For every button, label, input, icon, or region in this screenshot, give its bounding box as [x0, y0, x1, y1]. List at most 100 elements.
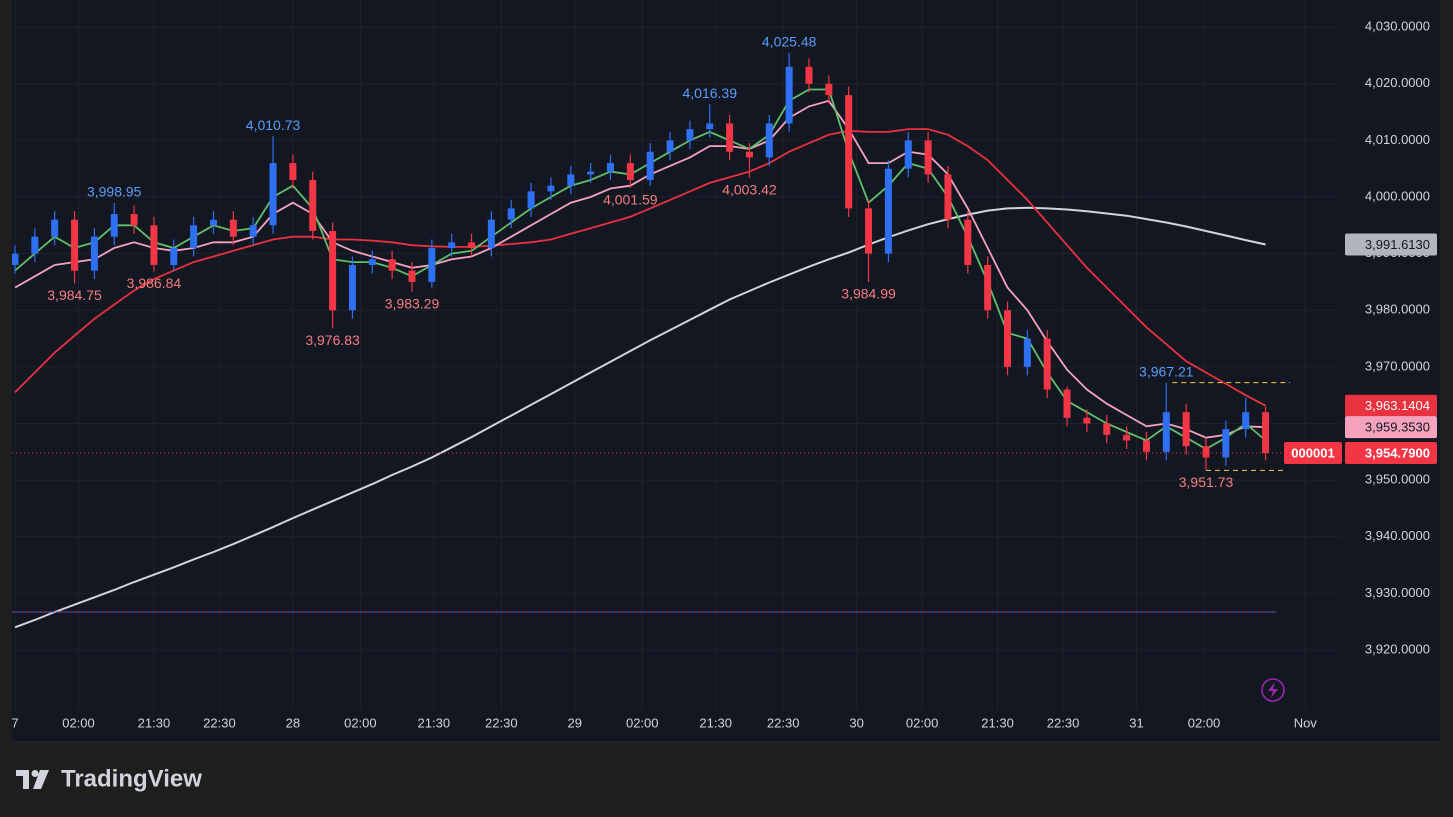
- candle-body: [289, 163, 297, 181]
- candle-body: [428, 247, 436, 282]
- candle-body: [110, 214, 118, 237]
- candle-body: [865, 208, 873, 254]
- candle-body: [1242, 412, 1250, 430]
- candle-body: [527, 191, 535, 209]
- candle-body: [31, 236, 39, 254]
- candle-body: [249, 225, 257, 237]
- candle-body: [924, 140, 932, 175]
- candle-body: [1142, 440, 1150, 452]
- x-tick-label: 02:00: [344, 715, 377, 730]
- x-tick-label: 02:00: [1188, 715, 1221, 730]
- candle-body: [309, 180, 317, 232]
- candle-body: [1202, 446, 1210, 458]
- y-tick-label: 4,000.0000: [1365, 188, 1430, 203]
- candle-body: [726, 123, 734, 152]
- y-tick-label: 3,940.0000: [1365, 528, 1430, 543]
- candle-body: [130, 214, 138, 226]
- indicators: [14, 88, 1267, 629]
- candle-body: [269, 163, 277, 226]
- countdown: 000001: [1291, 445, 1334, 460]
- candle-body: [944, 174, 952, 220]
- low-label: 3,984.99: [841, 286, 896, 302]
- price-badge-label: 3,954.7900: [1365, 445, 1430, 460]
- x-tick-label: 28: [286, 715, 300, 730]
- low-label: 3,983.29: [385, 295, 440, 311]
- price-badge: [1345, 416, 1437, 439]
- candle-body: [904, 140, 912, 169]
- price-badge-label: 3,991.6130: [1365, 237, 1430, 252]
- candle-body: [745, 151, 753, 158]
- x-tick-label: 21:30: [699, 715, 732, 730]
- overlay: 3,998.95 4,010.73 4,016.39 4,025.48 3,967.21…: [12, 33, 1437, 613]
- candle-body: [785, 66, 793, 124]
- x-tick-label: 02:00: [626, 715, 659, 730]
- candle-body: [547, 185, 555, 192]
- y-tick-label: 3,930.0000: [1365, 585, 1430, 600]
- candle-body: [12, 253, 19, 265]
- candle-body: [71, 219, 79, 271]
- y-tick-label: 4,030.0000: [1365, 19, 1430, 34]
- chart-pane: [12, 0, 1440, 742]
- low-label: 3,951.73: [1179, 474, 1234, 490]
- candle-body: [845, 95, 853, 209]
- candle-body: [190, 225, 198, 248]
- x-tick-label: 22:30: [203, 715, 236, 730]
- candle-body: [765, 123, 773, 158]
- candle-body: [964, 219, 972, 265]
- candle-body: [1004, 310, 1012, 367]
- price-badge-label: 3,959.3530: [1365, 420, 1430, 435]
- x-tick-label: 21:30: [138, 715, 171, 730]
- moving-average: [14, 128, 1267, 407]
- price-badge: [1345, 442, 1437, 465]
- candle-body: [368, 259, 376, 265]
- candle-body: [646, 151, 654, 181]
- candle-body: [805, 66, 813, 84]
- x-tick-label: 7: [11, 715, 18, 730]
- candle-body: [507, 208, 515, 220]
- candle-body: [706, 123, 714, 130]
- price-badge-label: 3,963.1404: [1365, 398, 1430, 413]
- price-badge: [1345, 233, 1437, 256]
- y-tick-label: 3,950.0000: [1365, 472, 1430, 487]
- candle-body: [1182, 412, 1190, 447]
- x-tick-label: 29: [568, 715, 582, 730]
- low-label: 3,986.84: [127, 275, 182, 291]
- candle-body: [468, 242, 476, 248]
- candle-body: [606, 163, 614, 172]
- candle-body: [448, 242, 456, 248]
- candle-body: [587, 171, 595, 175]
- low-label: 4,003.42: [722, 181, 777, 197]
- brand-logo[interactable]: TradingView: [16, 765, 202, 792]
- candle-body: [1043, 338, 1051, 390]
- candle-body: [51, 219, 59, 237]
- moving-average: [14, 206, 1266, 629]
- y-tick-label: 3,920.0000: [1365, 641, 1430, 656]
- candle-body: [487, 219, 495, 248]
- candle-body: [90, 236, 98, 271]
- candle-body: [1162, 412, 1170, 452]
- y-tick-label: 3,970.0000: [1365, 358, 1430, 373]
- candle-body: [329, 231, 337, 311]
- x-tick-label: 22:30: [1047, 715, 1080, 730]
- candle-body: [408, 270, 416, 282]
- candle-body: [825, 83, 833, 96]
- high-label: 4,010.73: [246, 117, 301, 133]
- moving-average: [14, 99, 1266, 439]
- y-tick-label: 3,980.0000: [1365, 302, 1430, 317]
- candle-body: [626, 163, 634, 181]
- candle-body: [567, 174, 575, 186]
- candle-body: [150, 225, 158, 265]
- brand-name[interactable]: TradingView: [61, 765, 202, 792]
- high-label: 3,998.95: [87, 184, 142, 200]
- lightning-icon[interactable]: [1261, 678, 1285, 702]
- low-label: 4,001.59: [603, 192, 658, 208]
- candle-body: [229, 219, 237, 237]
- grid: 3,920.0000 3,930.0000 3,940.0000 3,950.0000…: [11, 0, 1430, 730]
- candle-body: [984, 264, 992, 311]
- y-tick-label: 4,020.0000: [1365, 75, 1430, 90]
- candle-body: [348, 264, 356, 311]
- countdown-badge: [1284, 442, 1342, 465]
- y-tick-label: 4,010.0000: [1365, 132, 1430, 147]
- x-tick-label: Nov: [1294, 715, 1318, 730]
